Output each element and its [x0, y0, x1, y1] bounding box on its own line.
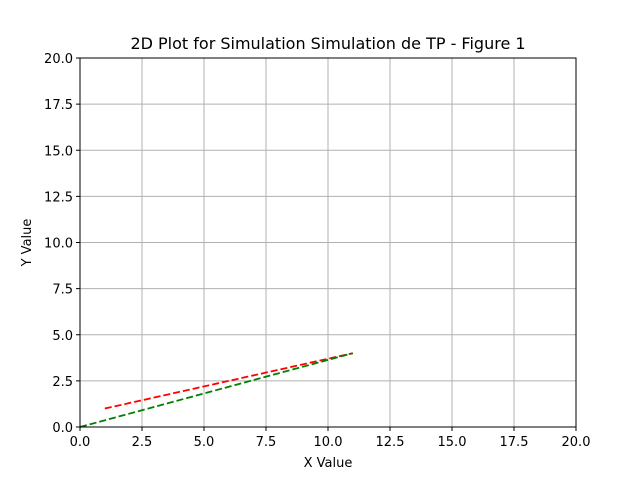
- y-tick-label: 20.0: [44, 52, 73, 67]
- x-tick-label: 0.0: [70, 435, 91, 450]
- y-tick-label: 0.0: [52, 421, 73, 436]
- y-tick-label: 7.5: [52, 283, 73, 298]
- x-tick-label: 10.0: [314, 435, 343, 450]
- y-tick-label: 10.0: [44, 237, 73, 252]
- x-tick-label: 5.0: [194, 435, 215, 450]
- series-layer: [79, 352, 354, 428]
- y-tick-label: 17.5: [44, 98, 73, 113]
- x-axis-label: X Value: [304, 456, 353, 471]
- chart-title: 2D Plot for Simulation Simulation de TP …: [130, 34, 525, 53]
- series-line-1: [104, 352, 353, 410]
- grid-layer: [79, 57, 577, 428]
- x-tick-label: 2.5: [132, 435, 153, 450]
- y-tick-label: 12.5: [44, 190, 73, 205]
- y-axis-label: Y Value: [20, 219, 35, 268]
- x-tick-label: 17.5: [500, 435, 529, 450]
- y-tick-label: 15.0: [44, 144, 73, 159]
- x-tick-label: 15.0: [438, 435, 467, 450]
- y-tick-label: 5.0: [52, 329, 73, 344]
- tick-layer: 0.0 2.5 5.0 7.5 10.0 12.5 15.0 17.5 20.0 0.0 2.5 5.…: [44, 52, 590, 450]
- x-tick-label: 20.0: [562, 435, 591, 450]
- series-line-2: [79, 352, 354, 428]
- x-tick-label: 7.5: [256, 435, 277, 450]
- x-tick-label: 12.5: [376, 435, 405, 450]
- y-tick-label: 2.5: [52, 375, 73, 390]
